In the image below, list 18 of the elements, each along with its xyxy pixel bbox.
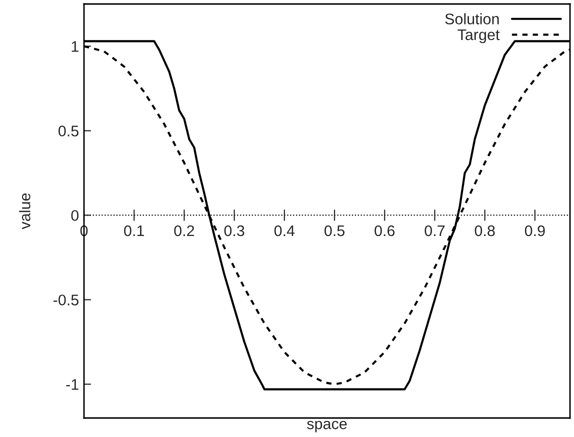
legend-label: Solution	[445, 13, 499, 24]
x-tick-label: 0.6	[374, 225, 395, 236]
y-tick-label: -1	[66, 379, 78, 390]
x-tick-label: 0.5	[324, 225, 344, 236]
y-tick-label: -0.5	[53, 294, 78, 306]
y-axis-title: value	[19, 193, 30, 230]
x-tick-label: 0.4	[274, 225, 295, 236]
x-tick-label: 0.2	[174, 225, 194, 236]
x-tick-label: 0.7	[424, 225, 445, 236]
y-tick-label: 1	[72, 41, 78, 52]
x-tick-label: 0.3	[224, 225, 244, 236]
legend-label: Target	[458, 29, 500, 44]
x-tick-label: 0.1	[124, 225, 144, 236]
x-axis-title: space	[307, 420, 347, 432]
y-tick-label: 0	[71, 210, 79, 221]
x-tick-label: 0.8	[474, 225, 495, 236]
x-tick-label: 0.9	[524, 225, 545, 236]
y-tick-label: 0.5	[58, 126, 78, 136]
